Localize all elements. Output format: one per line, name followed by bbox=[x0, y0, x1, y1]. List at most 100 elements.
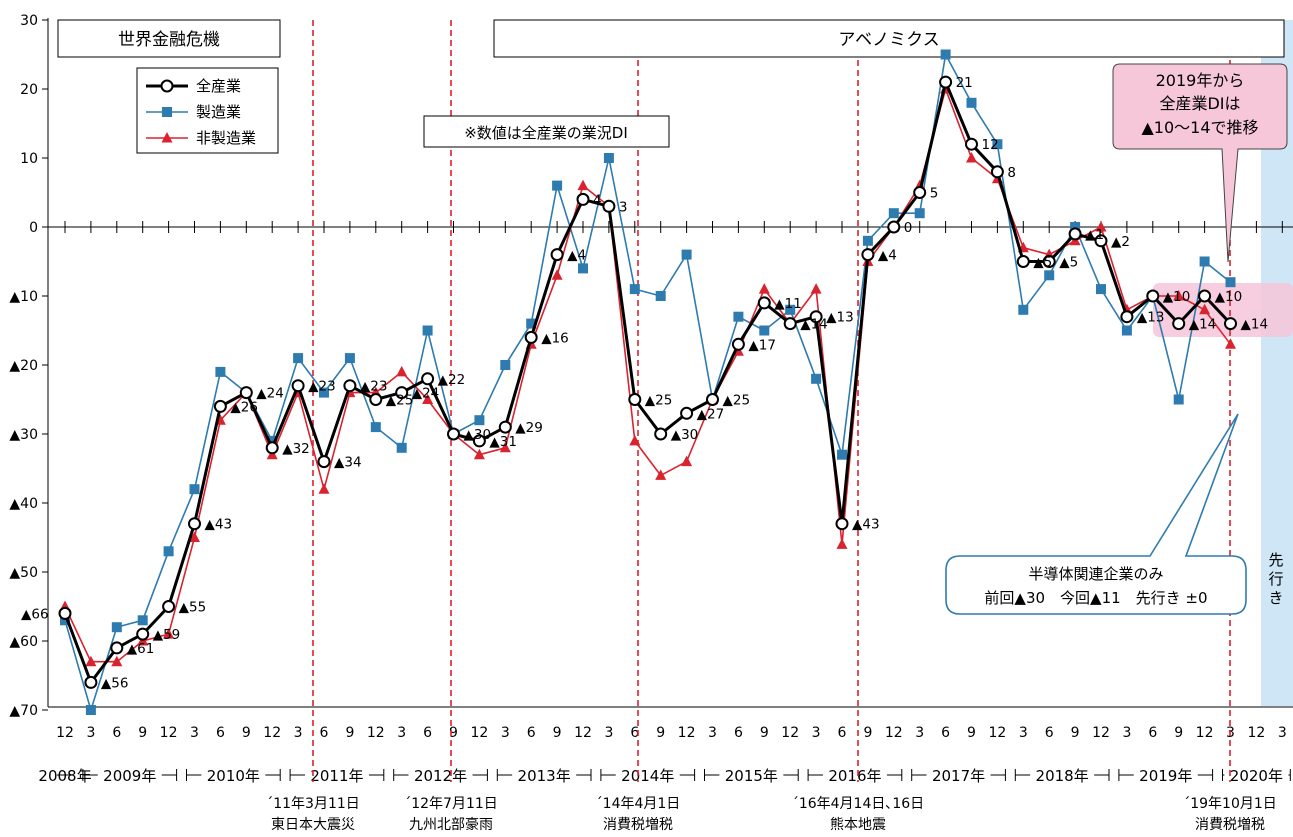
x-tick-label: 12 bbox=[574, 725, 592, 741]
x-tick-label: 6 bbox=[423, 725, 432, 741]
point-nonmfg bbox=[577, 179, 589, 191]
x-tick-label: 12 bbox=[1092, 725, 1110, 741]
point-all bbox=[265, 441, 279, 455]
year-label-bg bbox=[201, 764, 266, 786]
point-nonmfg bbox=[163, 628, 175, 639]
callout-bottom-line2: 前回▲30 今回▲11 先行き ±0 bbox=[984, 589, 1207, 607]
x-tick-label: 9 bbox=[863, 725, 872, 741]
year-label: 2016年 bbox=[828, 767, 881, 785]
point-all bbox=[239, 386, 253, 400]
point-mfg bbox=[1199, 256, 1210, 267]
data-label: ▲56 bbox=[101, 675, 129, 691]
y-tick-label: ▲10 bbox=[9, 289, 38, 305]
data-label: ▲27 bbox=[697, 406, 725, 422]
x-tick-label: 9 bbox=[242, 725, 251, 741]
x-tick-label: 6 bbox=[1045, 725, 1054, 741]
x-tick-label: 3 bbox=[501, 725, 510, 741]
y-tick-label: ▲20 bbox=[9, 358, 38, 374]
point-all bbox=[861, 248, 875, 262]
point-mfg bbox=[785, 304, 796, 315]
data-label: ▲59 bbox=[153, 627, 181, 643]
data-label: 12 bbox=[982, 137, 999, 153]
data-label: 0 bbox=[904, 220, 913, 236]
data-label: ▲43 bbox=[205, 517, 233, 533]
x-tick-label: 3 bbox=[1122, 725, 1131, 741]
point-mfg bbox=[293, 353, 304, 364]
point-mfg bbox=[811, 373, 822, 384]
year-label-bg bbox=[615, 764, 680, 786]
data-label: ▲55 bbox=[179, 600, 207, 616]
point-mfg bbox=[500, 360, 511, 370]
point-nonmfg bbox=[629, 434, 641, 446]
point-all bbox=[58, 606, 72, 620]
point-all bbox=[1016, 255, 1030, 268]
point-mfg bbox=[526, 318, 537, 329]
point-mfg bbox=[396, 442, 407, 453]
point-mfg bbox=[862, 235, 873, 246]
point-nonmfg bbox=[1173, 290, 1185, 301]
data-label: ▲32 bbox=[282, 441, 310, 457]
forecast-char-2: 行 bbox=[1268, 570, 1283, 588]
point-nonmfg bbox=[681, 455, 693, 467]
data-label: ▲24 bbox=[412, 386, 440, 402]
point-mfg bbox=[60, 615, 70, 626]
point-all bbox=[395, 386, 409, 400]
legend-label: 非製造業 bbox=[196, 129, 256, 147]
point-all bbox=[628, 393, 642, 406]
year-label-bg bbox=[1133, 764, 1198, 786]
point-mfg bbox=[733, 311, 744, 322]
banner-abenomics: アベノミクス bbox=[493, 19, 1285, 58]
x-tick-label: 12 bbox=[263, 725, 281, 741]
point-all bbox=[1120, 310, 1134, 324]
data-label: ▲16 bbox=[541, 330, 569, 346]
data-label: ▲22 bbox=[438, 372, 466, 388]
event-date: ´16年4月14日､16日 bbox=[792, 796, 924, 812]
point-all bbox=[317, 455, 331, 469]
x-tick-label: 9 bbox=[553, 725, 562, 741]
legend-marker bbox=[162, 107, 172, 117]
year-label-bg bbox=[304, 764, 369, 786]
year-label-bg bbox=[97, 764, 162, 786]
point-mfg bbox=[163, 546, 174, 557]
data-labels: ▲66▲56▲61▲59▲55▲43▲26▲24▲32▲23▲34▲23▲25▲… bbox=[21, 75, 1268, 691]
event-name: 熊本地震 bbox=[830, 817, 886, 833]
event-date: ´11年3月11日 bbox=[266, 796, 360, 812]
point-mfg bbox=[1018, 304, 1029, 315]
x-tick-label: 6 bbox=[216, 725, 225, 741]
data-label: ▲23 bbox=[360, 379, 388, 395]
x-tick-label: 3 bbox=[604, 725, 613, 741]
y-tick-label: ▲70 bbox=[9, 703, 38, 719]
x-tick-label: 3 bbox=[190, 725, 199, 741]
point-nonmfg bbox=[111, 655, 123, 667]
x-tick-label: 12 bbox=[988, 725, 1006, 741]
x-tick-label: 3 bbox=[708, 725, 717, 741]
x-tick-label: 3 bbox=[1278, 725, 1287, 741]
banner-abenomics-label: アベノミクス bbox=[838, 30, 939, 50]
year-label: 2015年 bbox=[725, 767, 778, 785]
point-mfg bbox=[474, 415, 485, 426]
point-all bbox=[731, 337, 745, 351]
banner-crisis: 世界金融危機 bbox=[57, 19, 281, 58]
point-nonmfg bbox=[318, 483, 330, 494]
data-label: ▲30 bbox=[671, 427, 699, 443]
data-label: ▲11 bbox=[774, 296, 802, 312]
banner-crisis-label: 世界金融危機 bbox=[118, 30, 220, 50]
point-all bbox=[550, 248, 564, 262]
x-tick-label: 6 bbox=[320, 725, 329, 741]
x-tick-label: 3 bbox=[397, 725, 406, 741]
point-all bbox=[213, 399, 227, 413]
point-nonmfg bbox=[836, 538, 848, 549]
data-label: 21 bbox=[956, 75, 973, 91]
point-all bbox=[757, 296, 771, 310]
point-all bbox=[1146, 289, 1160, 303]
point-all bbox=[1224, 317, 1237, 331]
year-label: 2009年 bbox=[103, 767, 156, 785]
event-date: ´12年7月11日 bbox=[404, 796, 498, 812]
point-all bbox=[1198, 289, 1212, 303]
highlight-region bbox=[1153, 283, 1293, 337]
point-all bbox=[939, 75, 953, 89]
x-tick-label: 9 bbox=[760, 725, 769, 741]
data-label: ▲14 bbox=[800, 317, 828, 333]
x-tick-label: 9 bbox=[449, 725, 458, 741]
